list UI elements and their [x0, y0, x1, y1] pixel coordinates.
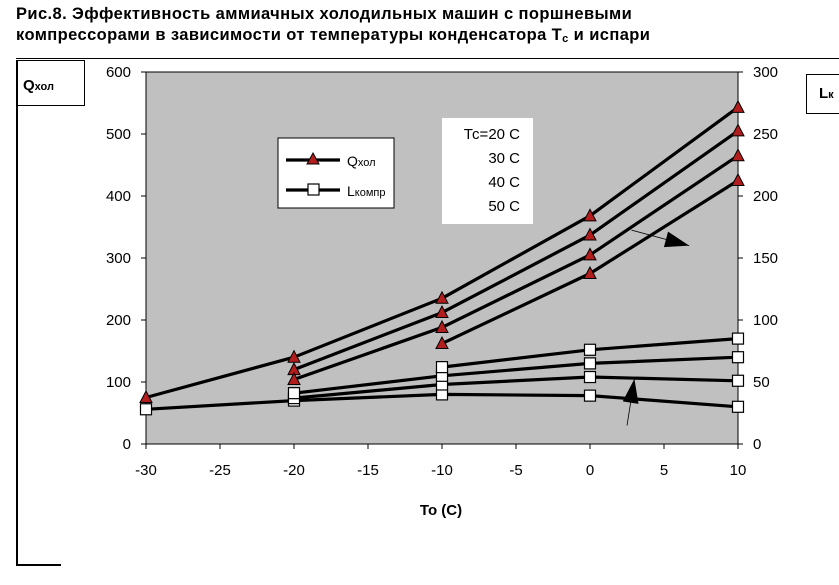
- y-right-tick-label: 0: [753, 436, 761, 453]
- l-marker-point: [583, 389, 597, 402]
- x-tick-label: -30: [135, 462, 157, 479]
- y-left-tick-label: 600: [106, 64, 131, 81]
- q-marker-point: [731, 99, 745, 113]
- q-marker-point: [139, 389, 153, 403]
- y-left-tick-label: 0: [123, 436, 131, 453]
- y-left-tick-label: 400: [106, 188, 131, 205]
- tc-label-20: Тс=20 С: [464, 126, 520, 143]
- legend-l-marker: [307, 183, 320, 196]
- x-tick-label: -5: [509, 462, 522, 479]
- tc-label-50: 50 С: [488, 198, 520, 215]
- y-right-tick-label: 300: [753, 64, 778, 81]
- q-marker-point: [435, 304, 449, 319]
- left-axis-unit-main: Q: [23, 77, 35, 94]
- y-right-tick-label: 250: [753, 126, 778, 143]
- q-marker-point: [287, 371, 301, 386]
- legend: Qхол Lкомпр: [277, 137, 395, 209]
- y-left-tick-label: 300: [106, 250, 131, 267]
- title-divider: [16, 58, 839, 59]
- x-tick-label: -20: [283, 462, 305, 479]
- x-tick-label: -15: [357, 462, 379, 479]
- series-line-6: [293, 355, 739, 395]
- left-axis-unit-sub: хол: [34, 81, 54, 93]
- q-marker-point: [583, 247, 597, 261]
- x-tick-label: 0: [586, 462, 594, 479]
- series-line-1: [293, 129, 739, 372]
- series-line-5: [293, 375, 739, 400]
- legend-l-label: Lкомпр: [347, 183, 386, 199]
- title-line-2-a: компрессорами в зависимости от температу…: [16, 26, 563, 44]
- q-marker-point: [435, 335, 449, 350]
- l-marker-point: [583, 370, 597, 384]
- legend-q-label: Qхол: [347, 153, 376, 169]
- q-marker-point: [435, 319, 449, 333]
- series-markers: [139, 99, 745, 416]
- y-left-tick-label: 100: [106, 374, 131, 391]
- left-axis-unit-box: Qхол: [17, 60, 85, 106]
- q-marker-point: [435, 290, 449, 304]
- tc-labels-box: Тс=20 С 30 С 40 С 50 С: [442, 118, 533, 224]
- tc-label-40: 40 С: [488, 174, 520, 191]
- y-right-tick-label: 200: [753, 188, 778, 205]
- q-marker-point: [583, 227, 597, 241]
- right-axis-unit-main: L: [819, 85, 829, 102]
- x-tick-label: -10: [431, 462, 453, 479]
- l-marker-point: [731, 400, 745, 413]
- y-right-tick-label: 50: [753, 374, 770, 391]
- l-marker-point: [435, 361, 449, 374]
- l-marker-point: [731, 374, 745, 387]
- q-marker-point: [731, 172, 745, 186]
- tc-label-30: 30 С: [488, 150, 520, 167]
- q-marker-point: [583, 265, 597, 279]
- q-marker-point: [731, 148, 745, 162]
- annotation-arrow-head-0: [663, 231, 690, 248]
- l-marker-point: [139, 403, 153, 416]
- title-line-2-sub: c: [562, 33, 569, 45]
- y-left-tick-label: 500: [106, 126, 131, 143]
- l-marker-point: [731, 332, 745, 345]
- q-marker-point: [583, 208, 597, 222]
- l-marker-point: [583, 343, 597, 356]
- tc-labels-frame: [442, 118, 533, 224]
- x-tick-label: 10: [730, 462, 747, 479]
- q-marker-point: [731, 123, 745, 137]
- x-axis-label: To (C): [420, 502, 462, 519]
- title-line-2: компрессорами в зависимости от температу…: [16, 25, 839, 50]
- y-left-tick-label: 200: [106, 312, 131, 329]
- l-marker-point: [287, 387, 301, 400]
- legend-q-marker: [306, 151, 320, 165]
- series-line-2: [293, 154, 739, 382]
- title-line-1: Рис.8. Эффективность аммиачных холодильн…: [16, 5, 633, 23]
- y-right-tick-label: 150: [753, 250, 778, 267]
- y-right-tick-label: 100: [753, 312, 778, 329]
- x-tick-label: 5: [660, 462, 668, 479]
- l-marker-point: [583, 357, 597, 370]
- x-tick-label: -25: [209, 462, 231, 479]
- annotation-arrow-head-1: [622, 378, 639, 404]
- chart-title: Рис.8. Эффективность аммиачных холодильн…: [16, 4, 839, 60]
- l-marker-point: [731, 351, 745, 364]
- right-axis-unit-sub: к: [828, 89, 834, 101]
- axis-ticks: -30 -25 -20 -15 -10 -5 0 5 100100200300400500600…: [106, 64, 778, 479]
- title-line-2-b: и испари: [568, 26, 651, 44]
- frame-bottom-border: [16, 564, 61, 566]
- legend-box: [277, 137, 395, 209]
- right-axis-unit-box: Lк: [806, 74, 839, 114]
- frame-left-border: [16, 60, 18, 565]
- annotations: [622, 229, 690, 426]
